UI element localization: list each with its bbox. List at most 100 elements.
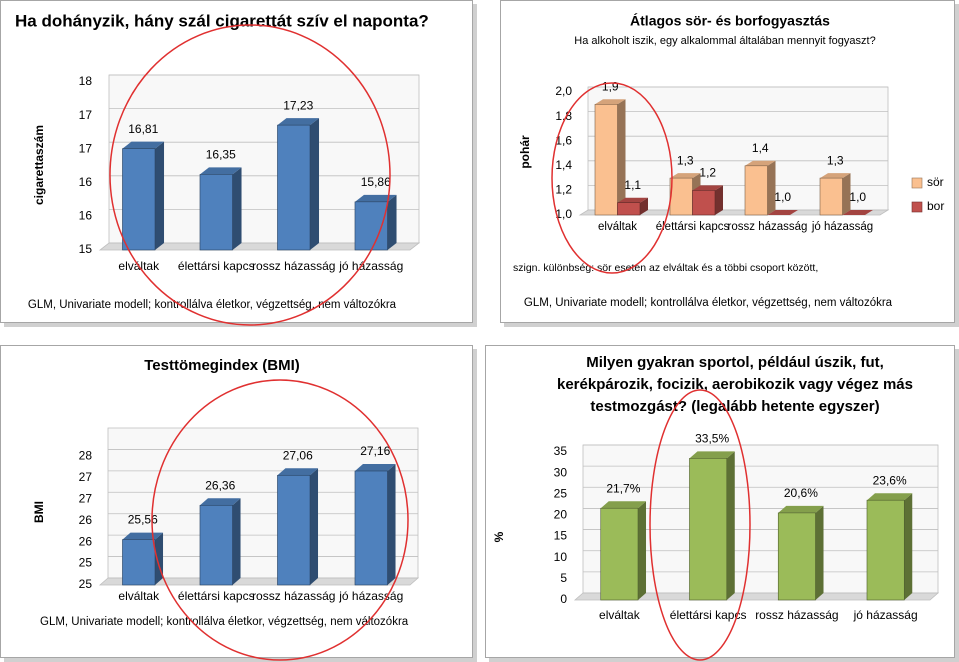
x-tick-label: rossz házasság: [728, 221, 808, 233]
y-axis-label: %: [492, 531, 506, 542]
bar-side: [726, 451, 735, 600]
bar: [277, 474, 311, 586]
x-tick-label: jó házasság: [338, 259, 403, 273]
chart-title: Testtömegindex (BMI): [144, 357, 300, 374]
legend-swatch: [911, 177, 923, 189]
bar-side: [638, 501, 647, 600]
bar-top: [199, 498, 241, 506]
value-label: 26,36: [205, 478, 235, 492]
bar-top: [670, 173, 701, 179]
value-label: 1,0: [774, 190, 791, 204]
y-tick-label: 15: [554, 529, 568, 543]
y-tick-label: 1,2: [555, 183, 572, 197]
y-tick-label: 10: [554, 550, 568, 564]
footnote: GLM, Univariate modell; kontrollálva éle…: [524, 297, 893, 309]
value-label: 27,06: [283, 448, 313, 462]
bar-top: [595, 99, 626, 105]
y-tick-label: 28: [79, 449, 93, 463]
bar-side: [310, 468, 319, 585]
bar: [819, 177, 843, 216]
bar: [692, 190, 716, 216]
bar-side: [715, 185, 723, 215]
bar-side: [815, 505, 824, 600]
y-tick-label: 1,6: [555, 133, 572, 147]
bar: [354, 470, 388, 586]
bar-top: [199, 167, 242, 175]
x-tick-label: jó házasság: [811, 221, 873, 233]
bar: [122, 539, 156, 586]
note: szign. különbség: sör esetén az elváltak…: [513, 262, 818, 274]
x-tick-label: rossz házasság: [755, 608, 838, 622]
x-tick-label: elváltak: [599, 608, 641, 622]
bar-top: [866, 493, 913, 501]
footnote: GLM, Univariate modell; kontrollálva éle…: [28, 299, 397, 311]
bar: [777, 512, 816, 601]
bar-top: [122, 141, 165, 149]
y-tick-label: 35: [554, 444, 568, 458]
bar-top: [745, 160, 776, 166]
value-label: 1,0: [849, 190, 866, 204]
value-label: 1,3: [677, 153, 694, 167]
value-label: 23,6%: [873, 473, 907, 487]
chart: Milyen gyakran sportol, például úszik, f…: [492, 354, 940, 622]
bar-side: [387, 464, 396, 585]
x-tick-label: rossz házasság: [252, 259, 335, 273]
y-tick-label: 30: [554, 465, 568, 479]
y-tick-label: 20: [554, 508, 568, 522]
bar-side: [842, 173, 851, 215]
bar-top: [689, 451, 735, 459]
bar-top: [354, 464, 396, 471]
value-label: 16,35: [206, 148, 236, 162]
legend-swatch: [911, 201, 923, 213]
chart-title: Milyen gyakran sportol, például úszik, f…: [556, 354, 913, 415]
bar: [669, 177, 693, 216]
y-tick-label: 26: [79, 534, 93, 548]
value-label: 1,3: [827, 153, 844, 167]
chart: Testtömegindex (BMI) BMI GLM, Univariate m…: [32, 357, 420, 628]
legend-label: bor: [927, 199, 944, 213]
y-tick-label: 17: [79, 108, 93, 122]
chart-title-box: Milyen gyakran sportol, például úszik, f…: [556, 354, 913, 415]
y-tick-label: 2,0: [555, 84, 572, 98]
highlight-ellipse: [151, 379, 409, 661]
y-tick-label: 18: [79, 74, 93, 88]
bar-side: [232, 167, 242, 250]
y-tick-label: 16: [79, 209, 93, 223]
bar: [122, 148, 156, 251]
bar-top: [692, 185, 723, 191]
highlight-ellipse: [649, 389, 751, 661]
x-tick-label: élettársi kapcs: [670, 608, 747, 622]
bar: [594, 104, 618, 216]
x-tick-label: élettársi kapcs: [178, 259, 255, 273]
value-label: 27,16: [360, 444, 390, 458]
y-tick-label: 27: [79, 470, 93, 484]
bar: [277, 124, 311, 251]
value-label: 17,23: [283, 98, 313, 112]
bar-top: [778, 505, 824, 513]
bar-top: [277, 468, 319, 476]
y-tick-label: 0: [560, 592, 567, 606]
bar-side: [767, 160, 776, 215]
value-label: 20,6%: [784, 486, 818, 500]
y-tick-label: 16: [79, 175, 93, 189]
y-tick-label: 27: [79, 491, 93, 505]
y-tick-label: 1,4: [555, 158, 572, 172]
highlight-ellipse: [109, 24, 391, 326]
bar-side: [232, 498, 241, 585]
y-tick-label: 15: [79, 242, 93, 256]
x-tick-label: elváltak: [598, 221, 637, 233]
bar: [354, 201, 388, 251]
chart-subtitle: Ha alkoholt iszik, egy alkalommal általá…: [574, 35, 875, 47]
y-tick-label: 25: [79, 577, 93, 591]
bar: [199, 174, 233, 251]
x-tick-label: élettársi kapcs: [178, 589, 255, 603]
bar-top: [767, 210, 798, 215]
bar-top: [354, 194, 397, 202]
chart-title: Ha dohányzik, hány szál cigarettát szív …: [15, 11, 429, 30]
chart: Ha dohányzik, hány szál cigarettát szív …: [15, 11, 429, 311]
bar-top: [277, 118, 320, 126]
bar-side: [387, 194, 397, 250]
bar-side: [155, 141, 165, 250]
y-tick-label: 17: [79, 141, 93, 155]
